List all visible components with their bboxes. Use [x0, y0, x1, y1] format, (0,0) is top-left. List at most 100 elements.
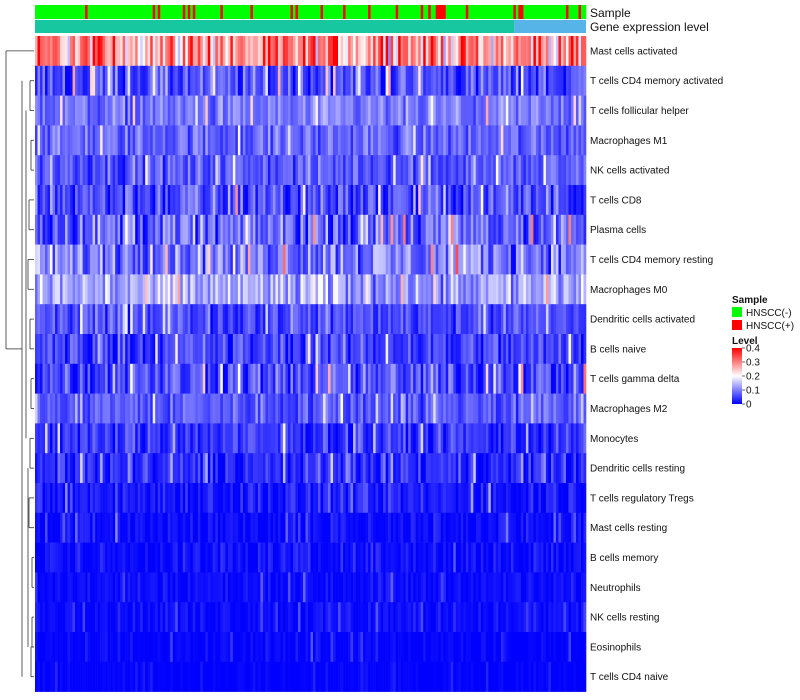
heatmap-cell — [503, 334, 507, 365]
heatmap-cell — [222, 36, 226, 67]
heatmap-cell — [230, 125, 234, 156]
heatmap-cell — [578, 423, 582, 454]
heatmap-cell — [242, 95, 246, 126]
heatmap-cell — [543, 542, 547, 573]
heatmap-cell — [75, 393, 78, 424]
heatmap-cell — [272, 453, 276, 484]
heatmap-cell — [285, 572, 289, 603]
heatmap-cell — [573, 214, 577, 245]
heatmap-cell — [185, 214, 189, 245]
heatmap-cell — [385, 274, 389, 305]
heatmap-cell — [328, 36, 331, 67]
heatmap-cell — [438, 185, 442, 216]
heatmap-cell — [85, 125, 88, 156]
heatmap-cell — [82, 214, 86, 245]
heatmap-cell — [365, 214, 369, 245]
heatmap-cell — [70, 95, 73, 126]
heatmap-cell — [260, 244, 264, 275]
heatmap-cell — [300, 512, 304, 543]
heatmap-cell — [375, 423, 379, 454]
heatmap-cell — [237, 512, 241, 543]
heatmap-cell — [343, 125, 346, 156]
heatmap-cell — [390, 185, 394, 216]
heatmap-cell — [255, 65, 259, 96]
heatmap-cell — [508, 632, 512, 663]
heatmap-cell — [120, 363, 123, 394]
heatmap-cell — [388, 334, 391, 365]
heatmap-cell — [232, 512, 236, 543]
heatmap-cell — [297, 393, 301, 424]
heatmap-cell — [463, 125, 467, 156]
heatmap-cell — [340, 36, 344, 67]
heatmap-cell — [252, 36, 256, 67]
heatmap-cell — [225, 393, 229, 424]
heatmap-cell — [225, 483, 229, 514]
heatmap-cell — [440, 155, 444, 186]
heatmap-cell — [122, 244, 126, 275]
heatmap-cell — [125, 334, 128, 365]
heatmap-cell — [222, 363, 226, 394]
heatmap-cell — [430, 602, 434, 633]
heatmap-cell — [550, 572, 554, 603]
heatmap-cell — [62, 512, 66, 543]
heatmap-cell — [125, 95, 128, 126]
heatmap-cell — [528, 274, 532, 305]
heatmap-cell — [540, 125, 544, 156]
heatmap-cell — [440, 185, 444, 216]
heatmap-cell — [538, 512, 542, 543]
heatmap-cell — [117, 453, 121, 484]
heatmap-cell — [50, 185, 53, 216]
heatmap-cell — [533, 602, 537, 633]
heatmap-cell — [250, 363, 254, 394]
heatmap-cell — [52, 483, 56, 514]
heatmap-cell — [318, 393, 321, 424]
heatmap-cell — [495, 572, 499, 603]
heatmap-cell — [353, 65, 356, 96]
heatmap-cell — [245, 304, 249, 335]
heatmap-cell — [177, 125, 181, 156]
heatmap-cell — [400, 602, 404, 633]
heatmap-cell — [480, 274, 484, 305]
heatmap-cell — [137, 95, 141, 126]
heatmap-cell — [195, 125, 199, 156]
heatmap-cell — [177, 36, 181, 67]
heatmap-cell — [250, 214, 254, 245]
heatmap-cell — [97, 36, 101, 67]
heatmap-cell — [573, 542, 577, 573]
heatmap-cell — [448, 393, 452, 424]
heatmap-cell — [207, 363, 211, 394]
heatmap-cell — [55, 363, 58, 394]
heatmap-cell — [483, 36, 487, 67]
heatmap-cell — [443, 542, 447, 573]
heatmap-cell — [373, 95, 376, 126]
heatmap-cell — [195, 661, 199, 692]
heatmap-cell — [318, 95, 321, 126]
heatmap-cell — [583, 453, 587, 484]
heatmap-cell — [438, 512, 442, 543]
heatmap-cell — [315, 125, 319, 156]
heatmap-cell — [555, 423, 559, 454]
heatmap-cell — [523, 214, 527, 245]
heatmap-cell — [102, 512, 106, 543]
heatmap-cell — [560, 363, 564, 394]
heatmap-cell — [65, 95, 68, 126]
heatmap-cell — [445, 304, 449, 335]
heatmap-cell — [155, 542, 159, 573]
heatmap-cell — [250, 334, 254, 365]
heatmap-cell — [255, 125, 259, 156]
heatmap-cell — [543, 632, 547, 663]
heatmap-cell — [257, 214, 261, 245]
heatmap-cell — [152, 572, 156, 603]
heatmap-cell — [468, 423, 472, 454]
heatmap-cell — [535, 572, 539, 603]
heatmap-cell — [495, 274, 499, 305]
heatmap-cell — [125, 572, 128, 603]
heatmap-cell — [363, 602, 366, 633]
heatmap-cell — [443, 363, 447, 394]
heatmap-cell — [265, 36, 269, 67]
heatmap-cell — [500, 453, 504, 484]
heatmap-cell — [430, 244, 434, 275]
heatmap-cell — [185, 185, 189, 216]
heatmap-cell — [102, 423, 106, 454]
heatmap-cell — [192, 542, 196, 573]
